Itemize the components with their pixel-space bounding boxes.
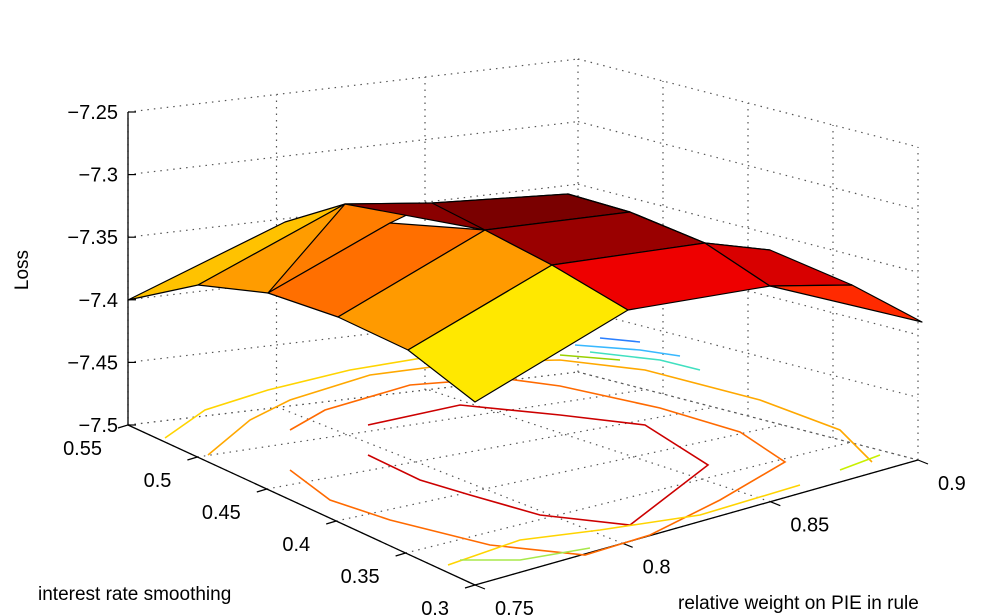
z-tick-label: −7.45 xyxy=(67,352,118,374)
y-tick-label: 0.9 xyxy=(938,473,966,495)
contour-line xyxy=(460,547,591,561)
grid-line xyxy=(127,183,579,238)
x-tick-label: 0.4 xyxy=(282,534,310,556)
contour-line xyxy=(559,354,621,361)
contour-line xyxy=(289,377,787,556)
x-tick-label: 0.5 xyxy=(144,470,172,492)
z-axis-title: Loss xyxy=(12,250,33,290)
x-tick-mark xyxy=(256,488,267,493)
z-tick-label: −7.3 xyxy=(79,165,118,187)
grid-line xyxy=(127,121,579,176)
grid-line xyxy=(577,183,919,273)
contour-line xyxy=(164,354,441,439)
x-tick-mark xyxy=(117,424,129,429)
z-tick-label: −7.25 xyxy=(67,102,118,124)
y-tick-mark xyxy=(770,501,781,507)
contour-line xyxy=(574,344,681,357)
surface-patch xyxy=(567,193,706,244)
contour-line xyxy=(589,351,701,371)
surface xyxy=(127,193,923,403)
grid-line xyxy=(197,389,647,458)
y-tick-mark xyxy=(917,459,929,465)
contour-line xyxy=(447,484,801,566)
grid-line xyxy=(336,424,783,522)
grid-line xyxy=(405,441,851,554)
x-tick-mark xyxy=(326,520,337,525)
contour-line xyxy=(599,337,641,343)
grid-line xyxy=(577,58,919,148)
x-tick-label: 0.55 xyxy=(63,438,102,460)
y-tick-mark xyxy=(474,584,486,590)
grid-line xyxy=(427,389,771,503)
x-tick-label: 0.45 xyxy=(202,502,241,524)
y-axis-title: relative weight on PIE in rule xyxy=(678,593,919,614)
z-tick-label: −7.5 xyxy=(79,415,118,437)
grid-line xyxy=(577,121,919,211)
x-tick-mark xyxy=(395,552,406,557)
x-tick-mark xyxy=(464,584,476,589)
axes: −7.25 −7.3 −7.35 −7.4 −7.45 −7.50.55 0.5 0.45 0.… xyxy=(12,102,966,616)
grid-line xyxy=(577,308,919,398)
x-axis-title: interest rate smoothing xyxy=(38,584,231,605)
grid-line xyxy=(266,406,715,490)
x-tick-mark xyxy=(187,456,198,461)
contour-line xyxy=(839,454,881,471)
surface-patch xyxy=(769,284,923,323)
y-tick-label: 0.75 xyxy=(495,598,534,616)
z-tick-label: −7.35 xyxy=(67,227,118,249)
contour-line xyxy=(367,404,710,526)
y-tick-mark xyxy=(622,542,633,548)
x-tick-label: 0.35 xyxy=(341,566,380,588)
z-tick-label: −7.4 xyxy=(79,290,118,312)
grid-line xyxy=(577,371,919,461)
grid-line xyxy=(127,58,579,113)
x-axis-line xyxy=(127,424,476,586)
y-axis-line xyxy=(474,459,919,586)
x-tick-label: 0.3 xyxy=(421,598,449,616)
y-tick-label: 0.85 xyxy=(790,515,829,537)
contour-line xyxy=(207,359,873,463)
y-tick-label: 0.8 xyxy=(643,556,671,578)
